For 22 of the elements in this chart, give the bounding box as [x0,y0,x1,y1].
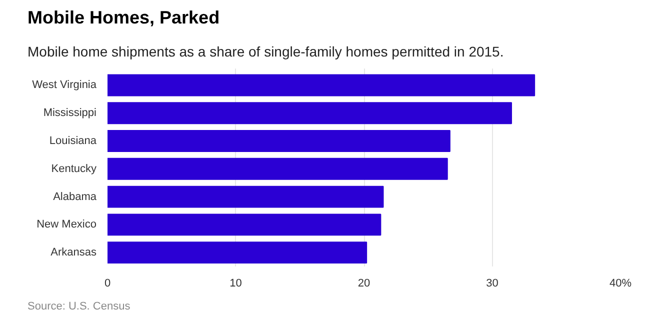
y-tick-label: Alabama [53,190,98,203]
y-tick-label: New Mexico [36,218,96,231]
bar [108,102,512,124]
x-tick-label: 30 [486,278,498,290]
bar [108,74,536,96]
x-tick-label: 40% [609,278,632,290]
x-tick-label: 20 [358,278,370,290]
bar [108,242,368,264]
chart-title: Mobile Homes, Parked [28,8,220,28]
source-note: Source: U.S. Census [28,300,131,312]
bar [108,158,448,180]
chart-subtitle: Mobile home shipments as a share of single-family homes permitted in 2015. [28,44,504,60]
y-tick-label: Mississippi [43,107,97,120]
bar [108,130,450,152]
y-tick-label: Kentucky [51,162,97,175]
bar [108,186,384,208]
x-tick-label: 10 [230,278,242,290]
y-tick-label: Arkansas [50,246,97,259]
bar [108,214,382,236]
y-tick-label: West Virginia [32,79,98,92]
x-tick-label: 0 [104,278,111,290]
y-tick-label: Louisiana [49,135,98,148]
